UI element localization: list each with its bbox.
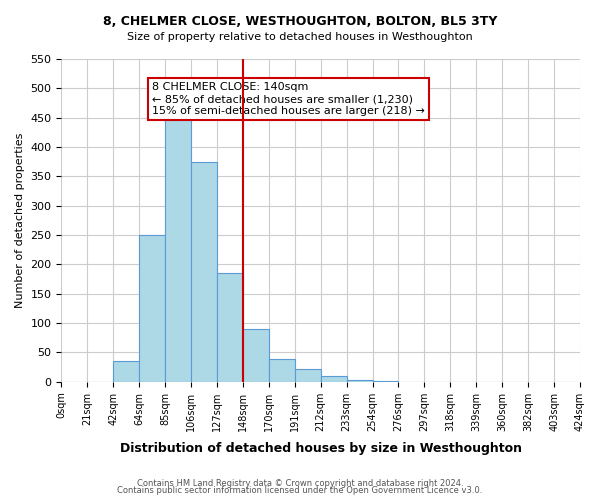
- Bar: [347, 380, 373, 382]
- Text: 8, CHELMER CLOSE, WESTHOUGHTON, BOLTON, BL5 3TY: 8, CHELMER CLOSE, WESTHOUGHTON, BOLTON, …: [103, 15, 497, 28]
- Bar: [165, 118, 191, 382]
- Bar: [295, 369, 321, 382]
- Bar: [217, 273, 243, 382]
- Text: Contains public sector information licensed under the Open Government Licence v3: Contains public sector information licen…: [118, 486, 482, 495]
- Bar: [243, 329, 269, 382]
- Bar: [321, 376, 347, 382]
- Bar: [139, 235, 165, 382]
- Text: Contains HM Land Registry data © Crown copyright and database right 2024.: Contains HM Land Registry data © Crown c…: [137, 478, 463, 488]
- Bar: [373, 381, 398, 382]
- Y-axis label: Number of detached properties: Number of detached properties: [15, 132, 25, 308]
- Text: Size of property relative to detached houses in Westhoughton: Size of property relative to detached ho…: [127, 32, 473, 42]
- Bar: [269, 360, 295, 382]
- Text: 8 CHELMER CLOSE: 140sqm
← 85% of detached houses are smaller (1,230)
15% of semi: 8 CHELMER CLOSE: 140sqm ← 85% of detache…: [152, 82, 425, 116]
- X-axis label: Distribution of detached houses by size in Westhoughton: Distribution of detached houses by size …: [120, 442, 522, 455]
- Bar: [191, 162, 217, 382]
- Bar: [113, 362, 139, 382]
